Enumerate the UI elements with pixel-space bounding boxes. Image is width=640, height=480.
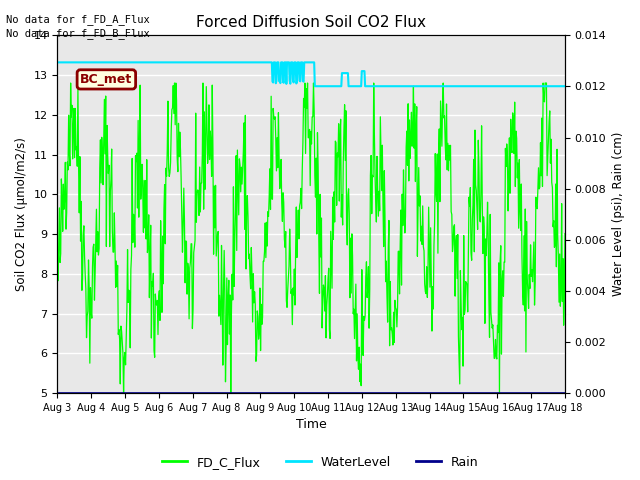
Title: Forced Diffusion Soil CO2 Flux: Forced Diffusion Soil CO2 Flux xyxy=(196,15,426,30)
Text: No data for f_FD_A_Flux: No data for f_FD_A_Flux xyxy=(6,13,150,24)
Text: BC_met: BC_met xyxy=(80,73,132,86)
Legend: FD_C_Flux, WaterLevel, Rain: FD_C_Flux, WaterLevel, Rain xyxy=(157,451,483,474)
Y-axis label: Water Level (psi), Rain (cm): Water Level (psi), Rain (cm) xyxy=(612,132,625,297)
Y-axis label: Soil CO2 Flux (μmol/m2/s): Soil CO2 Flux (μmol/m2/s) xyxy=(15,137,28,291)
X-axis label: Time: Time xyxy=(296,419,326,432)
Text: No data for f_FD_B_Flux: No data for f_FD_B_Flux xyxy=(6,28,150,39)
